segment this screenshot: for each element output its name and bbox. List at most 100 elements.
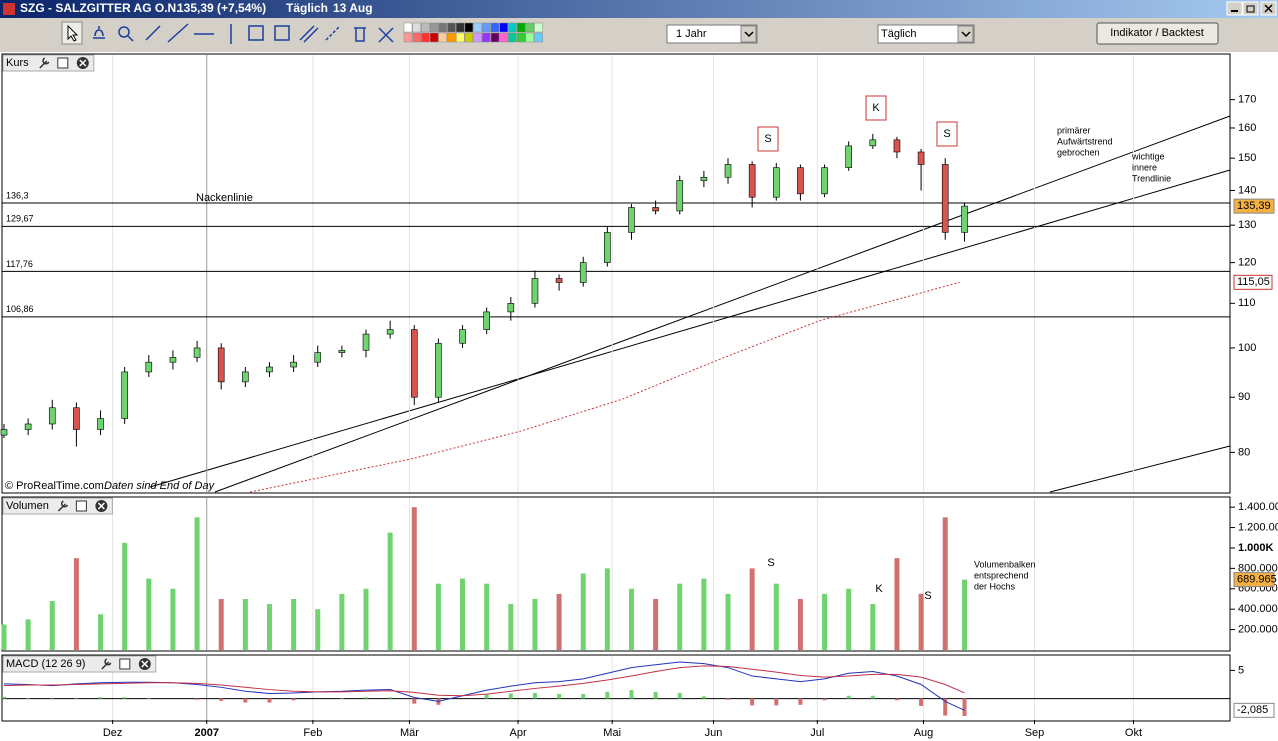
tool-delete[interactable] bbox=[354, 27, 366, 42]
credit: © ProRealTime.com bbox=[5, 480, 104, 492]
y-tick-label: 1.400.000 bbox=[1238, 501, 1278, 513]
tool-trend[interactable] bbox=[325, 25, 341, 41]
histogram-bar bbox=[388, 697, 393, 699]
histogram-bar bbox=[653, 691, 658, 699]
palette-swatch bbox=[438, 22, 448, 33]
panel-settings-icon[interactable] bbox=[39, 57, 50, 69]
tool-zoom[interactable] bbox=[118, 26, 130, 38]
volume-bar bbox=[556, 593, 562, 650]
annotation: K bbox=[875, 583, 883, 595]
histogram-bar bbox=[846, 695, 851, 699]
window-title: SZG - SALZGITTER AG O.N. bbox=[20, 1, 180, 15]
candle-body bbox=[893, 139, 901, 153]
period-select[interactable] bbox=[666, 24, 758, 44]
histogram-bar bbox=[339, 698, 344, 699]
panel-maximize-icon[interactable] bbox=[119, 658, 131, 670]
indicator-button[interactable] bbox=[1096, 22, 1219, 45]
volume-bar bbox=[701, 578, 707, 650]
candle-body bbox=[845, 145, 852, 168]
histogram-bar bbox=[26, 698, 31, 699]
price-tag-label: 135,39 bbox=[1237, 200, 1271, 212]
tool-fib[interactable] bbox=[248, 25, 264, 41]
x-tick-label: Dez bbox=[103, 727, 123, 739]
note-line: Trendlinie bbox=[1132, 173, 1171, 183]
palette-swatch bbox=[447, 32, 456, 43]
candle-body bbox=[217, 347, 225, 383]
candle-body bbox=[628, 207, 635, 233]
panel-settings-icon[interactable] bbox=[57, 500, 69, 512]
palette-swatch bbox=[429, 22, 439, 33]
tool-props[interactable] bbox=[378, 27, 394, 43]
palette-swatch bbox=[464, 22, 474, 33]
tool-ray[interactable] bbox=[167, 23, 189, 43]
y-tick-label: 80 bbox=[1238, 446, 1250, 458]
panel-close-x bbox=[141, 660, 149, 668]
panel-settings-icon[interactable] bbox=[101, 658, 112, 670]
annotation-box bbox=[865, 95, 887, 121]
histogram-bar bbox=[74, 698, 79, 699]
restore-button[interactable] bbox=[1242, 1, 1259, 16]
palette-swatch bbox=[412, 32, 421, 43]
y-tick-label: 90 bbox=[1238, 391, 1250, 403]
volume-bar bbox=[49, 601, 55, 650]
interval-select[interactable] bbox=[877, 24, 975, 44]
tool-channel[interactable] bbox=[299, 25, 319, 43]
trendlines bbox=[149, 115, 1231, 493]
annotation: K bbox=[872, 102, 880, 114]
note-line: primärer bbox=[1057, 125, 1091, 135]
candle-body bbox=[242, 371, 249, 383]
histogram-bar bbox=[870, 695, 875, 699]
candle-body bbox=[797, 167, 804, 195]
x-tick-label: Aug bbox=[914, 727, 934, 739]
annotation-box bbox=[757, 126, 779, 152]
palette-swatch bbox=[508, 22, 517, 33]
palette-swatch bbox=[525, 32, 535, 43]
window-buttons[interactable] bbox=[1226, 1, 1277, 16]
note-line: wichtige bbox=[1131, 151, 1165, 161]
panel-maximize-icon[interactable] bbox=[75, 500, 87, 512]
volume-bar bbox=[508, 604, 514, 650]
price-tag bbox=[1233, 572, 1275, 588]
candle-body bbox=[266, 366, 273, 373]
tool-alert[interactable] bbox=[93, 26, 105, 39]
palette-swatch bbox=[447, 22, 456, 33]
candle-body bbox=[604, 232, 611, 263]
window-interval: Täglich bbox=[286, 1, 328, 15]
note-line: innere bbox=[1132, 162, 1157, 172]
histogram-bar bbox=[605, 691, 610, 699]
palette-swatch bbox=[403, 22, 413, 33]
palette-swatch bbox=[525, 22, 535, 33]
ma-tag-label: 115,05 bbox=[1237, 276, 1270, 288]
volume-bar bbox=[773, 583, 779, 650]
histogram-bar bbox=[291, 698, 296, 701]
volume-bar bbox=[73, 558, 79, 650]
note-line: entsprechend bbox=[974, 570, 1029, 580]
volume-bar bbox=[604, 568, 610, 650]
palette-swatch bbox=[482, 32, 491, 43]
histogram-bar bbox=[774, 698, 779, 706]
candle-body bbox=[193, 347, 201, 358]
candle-body bbox=[145, 361, 153, 373]
x-tick-label: Apr bbox=[509, 727, 526, 739]
tool-line[interactable] bbox=[145, 25, 161, 41]
palette-swatch bbox=[473, 22, 482, 33]
candle-body bbox=[48, 407, 56, 425]
candle-body bbox=[97, 418, 104, 430]
volume-bar bbox=[25, 619, 31, 650]
volume-bar bbox=[291, 598, 297, 650]
panel-maximize-icon[interactable] bbox=[57, 57, 69, 69]
candle-body bbox=[724, 164, 732, 178]
color-palette[interactable] bbox=[403, 22, 543, 43]
candle-body bbox=[459, 329, 466, 344]
minimize-button[interactable] bbox=[1226, 1, 1243, 16]
volume-bar bbox=[435, 583, 441, 650]
annotation: Nackenlinie bbox=[196, 192, 253, 204]
panel-frame bbox=[1, 53, 1231, 494]
volume-bar bbox=[749, 568, 755, 650]
candle-body bbox=[941, 164, 949, 233]
histogram-bar bbox=[919, 698, 924, 706]
candle-body bbox=[700, 176, 708, 181]
volume-bar bbox=[870, 604, 876, 650]
volume-bar bbox=[122, 542, 128, 650]
tool-text[interactable] bbox=[274, 25, 290, 41]
